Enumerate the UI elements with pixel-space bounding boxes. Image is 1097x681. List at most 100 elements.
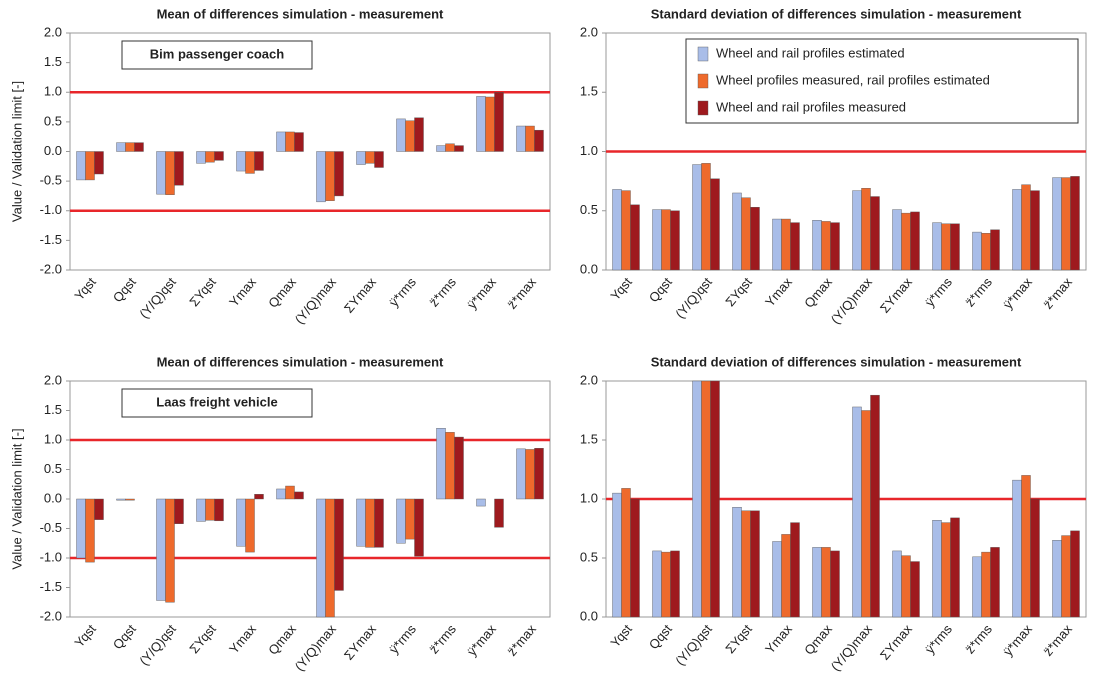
bar: [710, 380, 720, 618]
bar: [405, 498, 415, 540]
bar: [205, 498, 215, 521]
x-tick-label: ÿ*rms: [922, 274, 955, 309]
legend-swatch: [697, 46, 709, 62]
x-tick-label: Yqst: [71, 621, 99, 650]
y-tick-label: 1.0: [44, 84, 62, 99]
x-tick-label: ΣYmax: [341, 621, 379, 663]
y-tick-label: 1.0: [580, 490, 598, 505]
y-tick-label: 2.0: [44, 372, 62, 387]
legend-label: Wheel profiles measured, rail profiles e…: [716, 72, 990, 87]
x-tick-label: Qmax: [801, 274, 835, 311]
bar: [156, 498, 166, 601]
bar: [445, 143, 455, 152]
bar: [476, 498, 486, 507]
bar: [972, 231, 982, 271]
bar: [534, 129, 544, 152]
x-tick-label: Qmax: [265, 274, 299, 311]
bar: [156, 151, 166, 195]
bar: [910, 211, 920, 271]
bar: [1052, 177, 1062, 271]
bar: [741, 197, 751, 271]
y-tick-label: 1.5: [580, 431, 598, 446]
bar: [236, 498, 246, 547]
bar: [116, 498, 126, 501]
bar: [732, 507, 742, 618]
x-tick-label: Ymax: [226, 274, 259, 309]
x-tick-label: z̈*max: [504, 621, 539, 659]
bar: [276, 488, 286, 500]
bar: [525, 449, 535, 500]
bar: [621, 190, 631, 271]
y-tick-label: -0.5: [40, 520, 62, 535]
bar: [1070, 176, 1080, 271]
bar: [76, 151, 86, 181]
bar: [436, 428, 446, 500]
x-tick-label: ΣYmax: [341, 274, 379, 316]
bar: [692, 164, 702, 271]
y-tick-label: -2.0: [40, 608, 62, 623]
bar: [852, 190, 862, 271]
x-tick-label: z̈*max: [1040, 274, 1075, 312]
plot-area: [69, 380, 551, 618]
bar: [1070, 530, 1080, 618]
y-tick-label: 1.0: [580, 143, 598, 158]
x-tick-label: ΣYqst: [186, 274, 219, 309]
bar: [405, 120, 415, 152]
bar: [790, 222, 800, 271]
bar: [214, 498, 224, 522]
x-tick-label: ÿ*max: [1000, 621, 1035, 659]
legend-label: Wheel and rail profiles estimated: [716, 45, 905, 60]
x-tick-label: Qqst: [646, 274, 675, 305]
bar: [1030, 498, 1040, 618]
bar: [1012, 479, 1022, 618]
bar: [972, 556, 982, 618]
y-tick-label: 0.5: [580, 549, 598, 564]
x-tick-label: Yqst: [607, 274, 635, 303]
x-tick-label: ΣYmax: [877, 621, 915, 663]
y-tick-label: -1.0: [40, 549, 62, 564]
bar: [245, 498, 255, 553]
y-tick-label: 0.0: [580, 261, 598, 276]
x-tick-label: ÿ*rms: [922, 621, 955, 656]
bar: [414, 117, 424, 152]
bar: [165, 498, 175, 603]
x-tick-label: ÿ*max: [1000, 274, 1035, 312]
bar: [772, 218, 782, 271]
x-tick-label: ÿ*max: [464, 621, 499, 659]
y-tick-label: 0.0: [44, 490, 62, 505]
bar: [870, 196, 880, 271]
bar: [325, 151, 335, 201]
x-tick-label: Ymax: [762, 274, 795, 309]
bar: [901, 212, 911, 271]
bar: [356, 151, 366, 165]
bar: [750, 510, 760, 618]
bar: [134, 142, 144, 152]
bar: [1030, 190, 1040, 271]
x-tick-label: Ymax: [226, 621, 259, 656]
y-tick-label: 2.0: [580, 372, 598, 387]
legend-swatch: [697, 100, 709, 116]
bar: [94, 151, 104, 175]
x-tick-label: (Y/Q)max: [828, 274, 876, 327]
bar: [901, 555, 911, 618]
legend-box: [685, 38, 1079, 124]
bar: [76, 498, 86, 559]
x-tick-label: Qmax: [265, 621, 299, 658]
bar: [950, 223, 960, 271]
bar: [981, 233, 991, 271]
x-tick-label: Yqst: [71, 274, 99, 303]
bar: [254, 151, 264, 171]
chart-title: Mean of differences simulation - measure…: [157, 354, 444, 369]
bar: [861, 410, 871, 618]
bar: [285, 131, 295, 152]
bar: [325, 498, 335, 618]
y-tick-label: 2.0: [580, 24, 598, 39]
x-tick-label: ÿ*rms: [386, 274, 419, 309]
bar: [941, 522, 951, 618]
bar: [1021, 475, 1031, 618]
y-tick-label: -0.5: [40, 173, 62, 188]
bar: [621, 488, 631, 618]
bar: [94, 498, 104, 520]
bar: [436, 145, 446, 152]
bar: [476, 96, 486, 152]
